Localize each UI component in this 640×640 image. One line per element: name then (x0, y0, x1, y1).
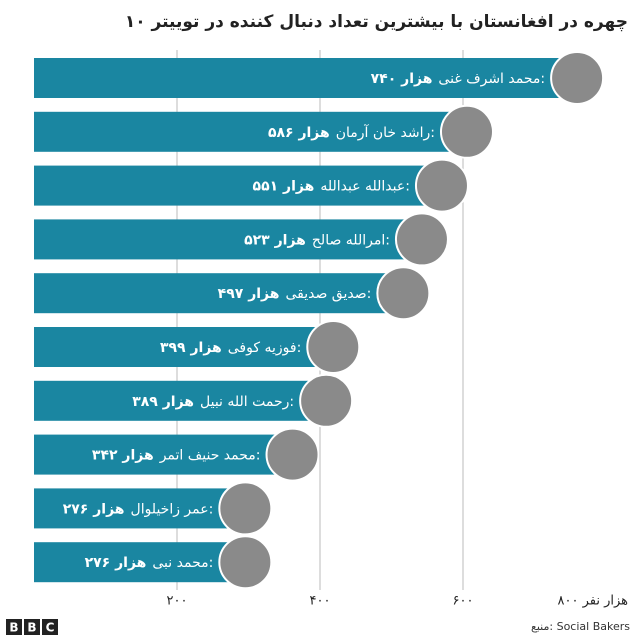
value-label: ۲۷۶ هزار (63, 501, 125, 517)
category-label: عمر زاخیلوال: (131, 501, 214, 517)
x-tick-label: ۶۰۰ (453, 594, 474, 609)
value-label: ۷۴۰ هزار (371, 71, 433, 87)
photo (299, 373, 354, 428)
value-label: ۳۹۹ هزار (160, 340, 222, 356)
value-label: ۴۹۷ هزار (218, 286, 280, 302)
x-tick-label: ۸۰۰ هزار نفر (557, 594, 628, 609)
bar (34, 58, 564, 98)
bar (34, 327, 320, 367)
bar (34, 542, 232, 583)
value-label: ۳۴۲ هزار (92, 448, 154, 464)
photo (550, 51, 605, 105)
logo-box (24, 619, 40, 635)
x-tick-label: ۲۰۰ (167, 594, 188, 609)
photo (306, 320, 361, 374)
bar (34, 273, 390, 314)
photo (218, 481, 273, 536)
logo-letter: B (9, 621, 18, 635)
photo (394, 212, 449, 267)
category-label: فوزیه کوفی: (228, 340, 302, 356)
bar (34, 219, 408, 260)
logo-box (42, 619, 58, 635)
value-label: ۲۷۶ هزار (85, 555, 147, 571)
value-label: ۳۸۹ هزار (132, 394, 194, 410)
bar (34, 165, 428, 206)
category-label: امرالله صالح: (312, 232, 390, 248)
category-label: رحمت الله نبیل: (200, 394, 294, 410)
bar (34, 434, 279, 475)
value-label: ۵۵۱ هزار (253, 179, 315, 195)
logo-box (6, 619, 22, 635)
photo (376, 266, 431, 321)
category-label: محمد اشرف غنی: (438, 71, 545, 87)
value-label: ۵۲۳ هزار (244, 232, 306, 248)
photo (439, 104, 494, 159)
bar (34, 488, 232, 529)
logo-letter: C (46, 621, 55, 635)
x-tick-label: ۴۰۰ (310, 594, 331, 609)
category-label: محمد نبی: (152, 555, 213, 571)
logo-letter: B (27, 621, 36, 635)
category-label: محمد حنیف اتمر: (159, 448, 261, 464)
category-label: راشد خان آرمان: (336, 124, 435, 141)
photo (218, 535, 273, 590)
bar (34, 111, 453, 152)
bar (34, 380, 313, 421)
chart-title: ۱۰ چهره در افغانستان با بیشترین تعداد دن… (125, 12, 628, 32)
photo (414, 158, 469, 213)
category-label: صدیق صدیقی: (285, 286, 371, 302)
value-label: ۵۸۶ هزار (268, 125, 330, 141)
category-label: عبدالله عبدالله: (320, 179, 410, 195)
source: منبع: Social Bakers (531, 620, 630, 633)
photo (265, 427, 320, 482)
